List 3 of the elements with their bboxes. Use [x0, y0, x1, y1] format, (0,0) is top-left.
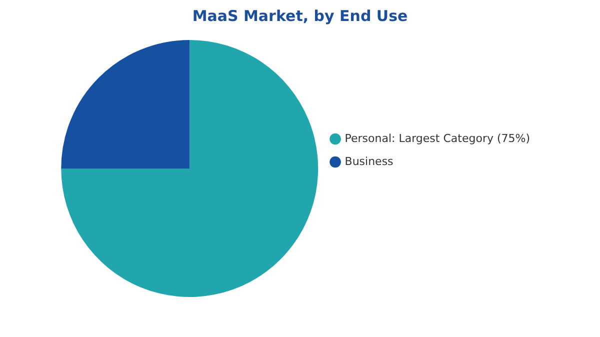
legend-label: Personal: Largest Category (75%): [344, 132, 530, 145]
chart-title: MaaS Market, by End Use: [192, 6, 408, 25]
legend-label: Business: [344, 154, 394, 168]
